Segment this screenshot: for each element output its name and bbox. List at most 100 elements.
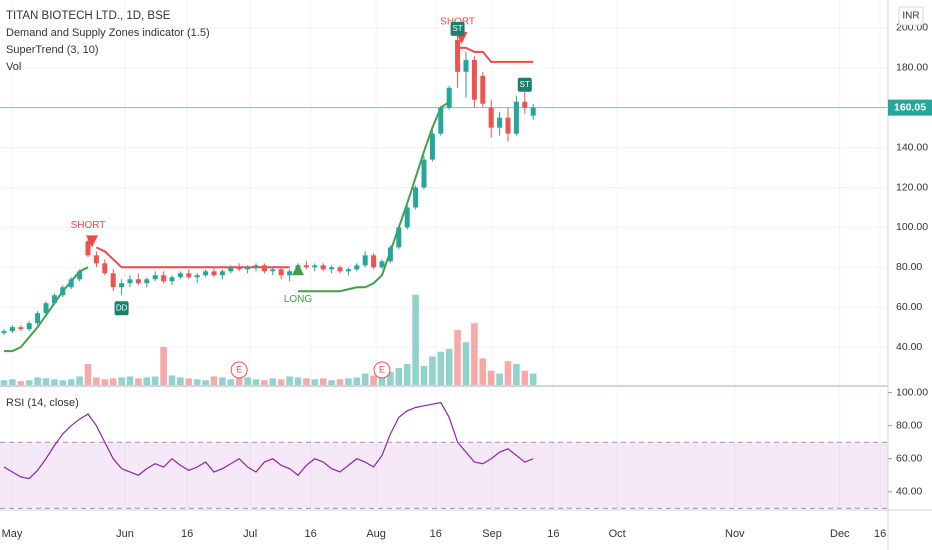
- candle-body: [404, 207, 410, 228]
- volume-bar: [462, 342, 470, 385]
- volume-bar: [445, 348, 453, 385]
- candle-body: [93, 255, 99, 264]
- candle-body: [354, 265, 360, 270]
- x-tick-label: Oct: [609, 528, 626, 540]
- x-tick-label: 16: [304, 528, 316, 540]
- volume-bar: [202, 380, 209, 385]
- volume-bar: [244, 377, 251, 385]
- volume-bar: [294, 377, 302, 385]
- candle-body: [438, 107, 444, 134]
- zone-label: DD: [116, 303, 128, 312]
- y-tick-label: 120.00: [896, 181, 928, 193]
- volume-bar: [93, 377, 100, 385]
- indicator-legend: Vol: [6, 61, 21, 73]
- y-tick-label: 180.00: [896, 62, 928, 74]
- rsi-band: [0, 442, 888, 509]
- volume-bar: [34, 377, 41, 385]
- x-tick-label: May: [2, 528, 23, 540]
- volume-bar: [529, 373, 537, 385]
- candle-body: [51, 295, 57, 304]
- candle-body: [413, 187, 419, 208]
- volume-bar: [328, 380, 335, 385]
- candle-body: [119, 283, 125, 288]
- candle-body: [270, 269, 276, 272]
- candle-body: [429, 133, 435, 160]
- y-tick-label: 80.00: [896, 419, 922, 431]
- volume-bar: [395, 367, 403, 385]
- price-axis: [888, 0, 932, 550]
- candle-body: [287, 271, 293, 276]
- volume-bar: [76, 376, 83, 385]
- volume-bar: [361, 373, 369, 385]
- volume-bar: [403, 364, 411, 385]
- candle-body: [60, 287, 66, 296]
- candle-body: [35, 313, 41, 324]
- volume-bar: [496, 373, 503, 385]
- x-tick-label: 16: [181, 528, 193, 540]
- volume-bar: [0, 380, 8, 385]
- zone-box: [450, 21, 465, 36]
- volume-bar: [513, 364, 520, 385]
- candle-body: [505, 117, 511, 134]
- last-price-label: 160.05: [894, 101, 926, 113]
- candle-body: [77, 271, 83, 280]
- earnings-marker: [230, 361, 248, 379]
- candle-body: [278, 269, 284, 276]
- candle-body: [261, 265, 267, 272]
- volume-bar: [210, 376, 218, 385]
- candle-body: [169, 277, 175, 282]
- earnings-marker: [373, 361, 391, 379]
- last-price-tag: [888, 99, 932, 116]
- volume-bar: [387, 371, 394, 385]
- candle-body: [203, 271, 209, 276]
- candle-body: [144, 279, 150, 284]
- candle-body: [371, 255, 377, 268]
- indicator-legend: SuperTrend (3, 10): [6, 44, 99, 56]
- volume-bar: [269, 378, 277, 385]
- candle-body: [513, 101, 519, 134]
- volume-bar: [135, 378, 142, 385]
- volume-bar: [9, 379, 16, 385]
- candle-body: [320, 265, 326, 270]
- volume-bar: [227, 379, 235, 385]
- x-tick-label: 16: [874, 528, 886, 540]
- currency-box: [898, 6, 924, 26]
- volume-bar: [412, 294, 419, 385]
- candle-body: [362, 255, 368, 266]
- candle-body: [26, 323, 32, 330]
- x-tick-label: Jul: [243, 528, 257, 540]
- volume-bar: [437, 351, 445, 385]
- candle-body: [68, 279, 74, 288]
- volume-bar: [353, 377, 361, 385]
- candle-body: [186, 273, 192, 278]
- candle-body: [127, 279, 133, 284]
- candle-body: [446, 87, 452, 108]
- candle-body: [471, 59, 477, 100]
- candle-body: [177, 273, 183, 278]
- candle-body: [152, 275, 158, 280]
- volume-bar: [487, 370, 495, 385]
- volume-bar: [185, 378, 193, 385]
- volume-bar: [378, 377, 386, 385]
- zone-label: ST: [520, 80, 530, 89]
- signal-arrow: [291, 263, 304, 276]
- candle-body: [85, 241, 91, 256]
- candle-body: [379, 261, 385, 268]
- indicator-legend: Demand and Supply Zones indicator (1.5): [6, 27, 210, 39]
- candle-body: [396, 227, 402, 248]
- zone-label: ST: [452, 24, 462, 33]
- volume-bar: [67, 379, 75, 385]
- earnings-label: E: [236, 364, 242, 374]
- candle-body: [9, 327, 15, 332]
- volume-bar: [126, 376, 134, 385]
- candle-body: [329, 267, 335, 270]
- candle-body: [102, 263, 108, 274]
- volume-bar: [420, 365, 428, 385]
- volume-bar: [59, 380, 67, 385]
- zone-box: [517, 77, 532, 92]
- y-tick-label: 60.00: [896, 301, 922, 313]
- y-tick-label: 140.00: [896, 141, 928, 153]
- x-tick-label: 16: [430, 528, 442, 540]
- volume-bar: [101, 379, 109, 385]
- candle-body: [455, 39, 461, 72]
